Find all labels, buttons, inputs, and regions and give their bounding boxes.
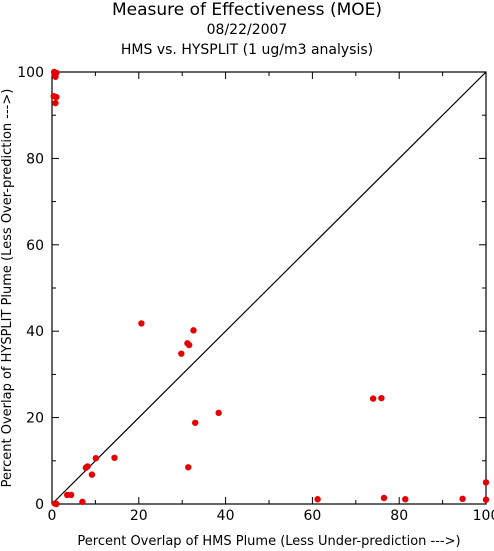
x-tick-label: 20 <box>130 508 148 524</box>
data-point <box>402 496 409 503</box>
y-axis-title: Percent Overlap of HYSPLIT Plume (Less O… <box>0 89 15 488</box>
y-tick-label: 40 <box>26 324 44 340</box>
data-point <box>380 494 388 502</box>
x-tick-label: 40 <box>217 508 235 524</box>
data-point <box>459 495 466 503</box>
data-point <box>369 395 377 402</box>
data-point <box>111 454 118 461</box>
data-point <box>482 479 490 486</box>
chart-title: Measure of Effectiveness (MOE) <box>111 0 383 20</box>
x-tick-label: 100 <box>473 508 494 524</box>
y-tick-label: 100 <box>17 65 44 81</box>
data-point <box>482 496 490 503</box>
data-point <box>79 498 86 506</box>
data-point <box>138 320 145 327</box>
data-point <box>53 93 60 101</box>
data-point <box>53 500 60 508</box>
x-tick-label: 60 <box>303 508 321 524</box>
x-tick-label: 80 <box>390 508 408 524</box>
y-tick-label: 60 <box>26 238 44 254</box>
y-tick-label: 0 <box>35 497 44 513</box>
data-point <box>92 455 100 462</box>
data-point <box>52 73 59 80</box>
chart-date: 08/22/2007 <box>206 22 288 38</box>
data-point <box>88 471 96 478</box>
chart-subtitle: HMS vs. HYSPLIT (1 ug/m3 analysis) <box>120 42 374 58</box>
data-point <box>82 464 90 471</box>
x-tick-label: 0 <box>48 508 57 524</box>
data-point <box>190 327 197 334</box>
reference-diagonal-line <box>51 71 487 505</box>
data-point <box>192 419 199 426</box>
data-point <box>185 341 193 349</box>
data-point <box>378 394 385 402</box>
y-tick-label: 80 <box>26 151 44 167</box>
data-point <box>67 491 75 499</box>
x-axis-title: Percent Overlap of HMS Plume (Less Under… <box>77 534 460 549</box>
y-tick-label: 20 <box>26 411 44 427</box>
data-point <box>314 496 321 503</box>
data-point <box>185 464 192 471</box>
data-points <box>50 68 490 508</box>
data-point <box>52 99 59 107</box>
data-point <box>178 350 185 357</box>
axis-ticks: 0 20 40 60 80 100 0 20 40 60 80 100 <box>17 65 494 524</box>
data-point <box>215 409 222 417</box>
